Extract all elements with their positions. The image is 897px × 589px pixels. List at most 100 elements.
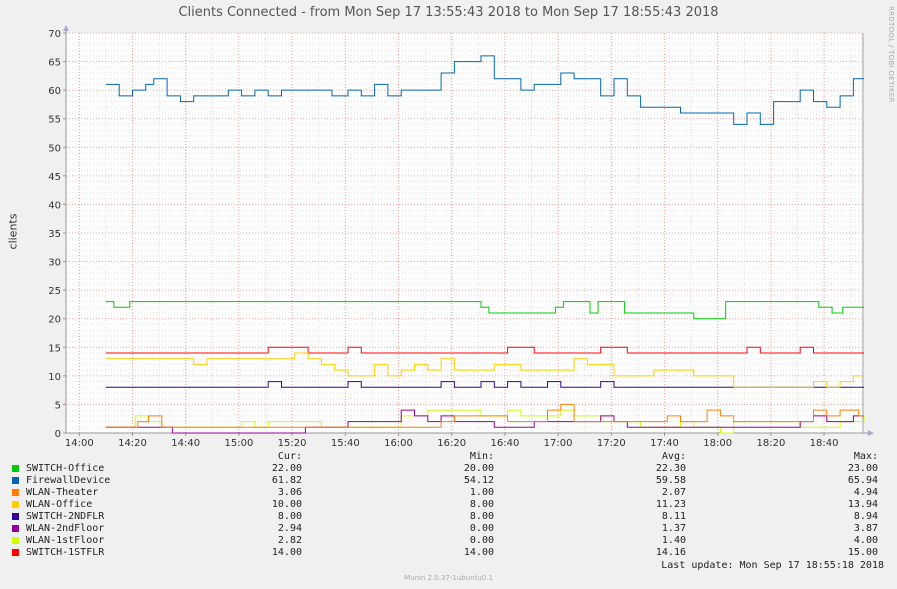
- x-tick-label: 17:20: [597, 438, 626, 449]
- x-tick-label: 14:40: [171, 438, 200, 449]
- legend-row: WLAN-1stFloor 2.82 0.00 1.40 4.00: [12, 535, 884, 547]
- legend-name: SWITCH-2NDFLR: [26, 511, 105, 522]
- y-tick-label: 30: [48, 258, 61, 269]
- x-tick-label: 18:00: [703, 438, 732, 449]
- y-tick-label: 35: [48, 229, 61, 240]
- legend-min: 1.00: [469, 487, 494, 498]
- legend-min: 54.12: [463, 475, 494, 486]
- x-tick-label: 16:40: [490, 438, 519, 449]
- legend-header-max: Max:: [853, 451, 878, 462]
- rrdtool-credit: RRDTOOL / TOBI OETIKER: [887, 6, 895, 103]
- chart-title: Clients Connected - from Mon Sep 17 13:5…: [178, 5, 719, 20]
- y-tick-label: 70: [48, 29, 61, 40]
- legend-name: WLAN-Theater: [26, 487, 99, 498]
- legend-min: 20.00: [463, 463, 494, 474]
- x-tick-label: 16:20: [437, 438, 466, 449]
- legend-avg: 1.37: [661, 523, 686, 534]
- legend-swatch: [12, 537, 19, 544]
- y-tick-label: 5: [55, 400, 61, 411]
- legend-name: WLAN-2ndFloor: [26, 523, 105, 534]
- legend-min: 0.00: [469, 535, 494, 546]
- legend-max: 4.94: [853, 487, 878, 498]
- legend-swatch: [12, 501, 19, 508]
- legend-table: Cur: Min: Avg: Max: SWITCH-Office 22.00 20…: [12, 451, 884, 559]
- series-line-switch-2ndflr: [105, 381, 864, 388]
- series-line-switch-1stflr: [105, 346, 864, 354]
- legend-cur: 3.06: [277, 487, 302, 498]
- legend-min: 0.00: [469, 523, 494, 534]
- legend-name: WLAN-1stFloor: [26, 535, 105, 546]
- y-tick-label: 20: [48, 315, 61, 326]
- y-tick-label: 55: [48, 115, 61, 126]
- series-line-firewalldevice: [105, 55, 864, 125]
- legend-avg: 11.23: [655, 499, 686, 510]
- legend-max: 3.87: [853, 523, 878, 534]
- legend-avg: 8.11: [661, 511, 686, 522]
- y-tick-label: 45: [48, 172, 61, 183]
- legend-swatch: [12, 465, 19, 472]
- legend-min: 8.00: [469, 499, 494, 510]
- y-tick-label: 0: [55, 429, 61, 440]
- legend-header-cur: Cur:: [277, 451, 302, 462]
- y-axis-label: clients: [6, 213, 20, 250]
- legend-swatch: [12, 489, 19, 496]
- legend-min: 14.00: [463, 547, 494, 558]
- x-tick-label: 15:40: [331, 438, 360, 449]
- series-line-wlan-theater: [105, 403, 864, 428]
- legend-row: WLAN-Theater 3.06 1.00 2.07 4.94: [12, 487, 884, 499]
- legend-name: FirewallDevice: [26, 475, 111, 486]
- y-tick-label: 50: [48, 143, 61, 154]
- series-line-switch-office: [105, 301, 864, 320]
- legend-max: 8.94: [853, 511, 878, 522]
- x-tick-label: 14:00: [65, 438, 94, 449]
- legend-header-row: Cur: Min: Avg: Max:: [12, 451, 884, 463]
- legend-row: WLAN-Office 10.00 8.00 11.23 13.94: [12, 499, 884, 511]
- x-tick-label: 17:40: [650, 438, 679, 449]
- legend-cur: 2.94: [277, 523, 302, 534]
- legend-max: 4.00: [853, 535, 878, 546]
- legend-row: WLAN-2ndFloor 2.94 0.00 1.37 3.87: [12, 523, 884, 535]
- x-tick-label: 15:00: [224, 438, 253, 449]
- legend-cur: 8.00: [277, 511, 302, 522]
- x-axis-arrow: [868, 430, 874, 436]
- legend-avg: 59.58: [655, 475, 686, 486]
- legend-row: SWITCH-2NDFLR 8.00 8.00 8.11 8.94: [12, 511, 884, 523]
- x-tick-label: 14:20: [118, 438, 147, 449]
- legend-cur: 2.82: [277, 535, 302, 546]
- legend-cur: 10.00: [271, 499, 302, 510]
- legend-max: 23.00: [847, 463, 878, 474]
- legend-max: 13.94: [847, 499, 878, 510]
- series-line-wlan-1stfloor: [105, 409, 865, 434]
- x-tick-label: 16:00: [384, 438, 413, 449]
- legend-name: SWITCH-Office: [26, 463, 105, 474]
- y-tick-label: 60: [48, 86, 61, 97]
- y-tick-label: 15: [48, 343, 61, 354]
- legend-avg: 2.07: [661, 487, 686, 498]
- legend-cur: 61.82: [271, 475, 302, 486]
- legend-avg: 14.16: [655, 547, 686, 558]
- legend-cur: 22.00: [271, 463, 302, 474]
- legend-swatch: [12, 525, 19, 532]
- legend-row: SWITCH-Office 22.00 20.00 22.30 23.00: [12, 463, 884, 475]
- legend-name: WLAN-Office: [26, 499, 93, 510]
- x-tick-label: 17:00: [544, 438, 573, 449]
- y-tick-label: 10: [48, 372, 61, 383]
- legend-swatch: [12, 549, 19, 556]
- y-tick-label: 40: [48, 200, 61, 211]
- y-axis-arrow: [63, 25, 69, 31]
- munin-version: Munin 2.0.37-1ubuntu0.1: [404, 574, 493, 582]
- legend-header-min: Min:: [469, 451, 494, 462]
- legend-header-avg: Avg:: [661, 451, 686, 462]
- legend-name: SWITCH-1STFLR: [26, 547, 105, 558]
- legend-row: FirewallDevice 61.82 54.12 59.58 65.94: [12, 475, 884, 487]
- x-tick-label: 18:40: [810, 438, 839, 449]
- legend-swatch: [12, 513, 19, 520]
- legend-cur: 14.00: [271, 547, 302, 558]
- legend-max: 15.00: [847, 547, 878, 558]
- y-tick-label: 25: [48, 286, 61, 297]
- legend-max: 65.94: [847, 475, 878, 486]
- x-tick-label: 15:20: [278, 438, 307, 449]
- y-tick-label: 65: [48, 58, 61, 69]
- series-line-wlan-office: [105, 352, 864, 388]
